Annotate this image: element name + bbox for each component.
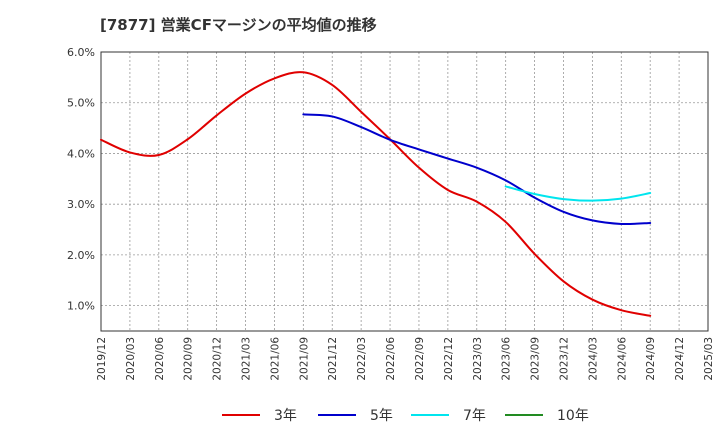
x-tick-label: 2023/09 — [530, 337, 542, 381]
x-tick-label: 2020/06 — [154, 337, 166, 381]
x-tick-label: 2024/06 — [616, 337, 628, 381]
legend-swatch — [505, 414, 543, 416]
x-tick-label: 2024/09 — [645, 337, 657, 381]
x-tick-label: 2023/06 — [501, 337, 513, 381]
legend-label: 7年 — [463, 408, 486, 424]
legend-item: 7年 — [411, 402, 486, 428]
legend-swatch — [222, 414, 260, 416]
x-tick-label: 2021/06 — [269, 337, 281, 381]
legend-swatch — [318, 414, 356, 416]
legend-label: 10年 — [557, 408, 589, 424]
y-tick-label: 3.0% — [67, 198, 95, 211]
x-tick-label: 2023/03 — [472, 337, 484, 381]
legend-label: 5年 — [370, 408, 393, 424]
axes: 2019/12 2020/03 2020/06 2020/09 2020/12 2021/… — [67, 46, 715, 381]
series-line-3年 — [100, 71, 652, 317]
x-tick-label: 2024/03 — [587, 337, 599, 381]
y-tick-label: 1.0% — [67, 300, 95, 313]
x-tick-label: 2021/03 — [241, 337, 253, 381]
x-tick-label: 2022/12 — [443, 337, 455, 381]
grid — [101, 52, 708, 331]
x-tick-label: 2020/12 — [212, 337, 224, 381]
plot-area-border — [100, 51, 709, 332]
x-tick-label: 2019/12 — [96, 337, 108, 381]
x-tick-label: 2025/03 — [703, 337, 715, 381]
x-tick-label: 2020/03 — [125, 337, 137, 381]
x-tick-label: 2021/09 — [298, 337, 310, 381]
y-tick-label: 6.0% — [67, 46, 95, 59]
series-lines — [100, 71, 652, 317]
y-tick-label: 2.0% — [67, 249, 95, 262]
chart-title: [7877] 営業CFマージンの平均値の推移 — [100, 16, 377, 34]
x-tick-label: 2022/09 — [414, 337, 426, 381]
series-line-7年 — [504, 185, 652, 202]
x-tick-label: 2021/12 — [327, 337, 339, 381]
x-tick-label: 2023/12 — [558, 337, 570, 381]
legend: 3年 5年 7年 10年 — [0, 402, 720, 428]
y-tick-label: 4.0% — [67, 147, 95, 160]
series-line-5年 — [302, 113, 652, 226]
legend-item: 10年 — [505, 402, 589, 428]
legend-item: 5年 — [318, 402, 393, 428]
x-tick-label: 2020/09 — [183, 337, 195, 381]
x-tick-label: 2022/06 — [385, 337, 397, 381]
legend-swatch — [411, 414, 449, 416]
y-tick-label: 5.0% — [67, 97, 95, 110]
legend-item: 3年 — [222, 402, 297, 428]
x-tick-label: 2022/03 — [356, 337, 368, 381]
x-tick-label: 2024/12 — [674, 337, 686, 381]
legend-label: 3年 — [274, 408, 297, 424]
